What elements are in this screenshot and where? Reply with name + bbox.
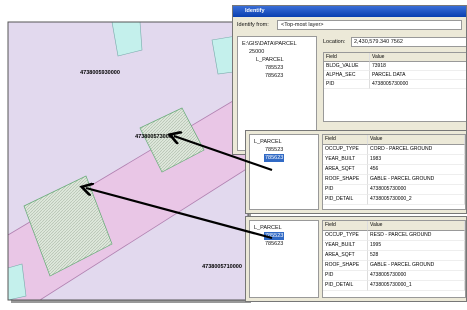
value-cell: 4738005730000 (368, 271, 465, 281)
value-cell: 4738005730000 (370, 80, 467, 89)
field-cell: BLDG_VALUE (324, 62, 370, 71)
field-cell: PID (323, 185, 368, 195)
field-cell: ALPHA_SEC (324, 71, 370, 80)
field-cell: PID_DETAIL (323, 195, 368, 205)
value-cell: GABLE - PARCEL GROUND (368, 261, 465, 271)
window-title: Identify (245, 8, 265, 14)
column-header: Value (370, 53, 467, 62)
location-box: 2,430,579.340 7562 (351, 37, 467, 47)
title-bar: Identify (233, 6, 467, 17)
value-cell: RESD - PARCEL GROUND (368, 231, 465, 241)
field-cell: ROOF_SHAPE (323, 175, 368, 185)
column-header: Field (324, 53, 370, 62)
field-cell: AREA_SQFT (323, 165, 368, 175)
value-cell: GABLE - PARCEL GROUND (368, 175, 465, 185)
value-cell: 4738005730000_2 (368, 195, 465, 205)
location-label: Location: (323, 38, 345, 46)
field-cell: YEAR_BUILT (323, 155, 368, 165)
value-cell: 456 (368, 165, 465, 175)
field-cell: PID_DETAIL (323, 281, 368, 291)
identify-from-label: Identify from: (237, 21, 269, 29)
value-cell: 73918 (370, 62, 467, 71)
field-cell: YEAR_BUILT (323, 241, 368, 251)
tree-node[interactable]: 785623 (264, 154, 284, 162)
map-label: 4738005730000 (135, 134, 175, 140)
column-header: Field (323, 135, 368, 145)
field-cell: AREA_SQFT (323, 251, 368, 261)
tree-node[interactable]: 25000 (248, 48, 265, 56)
field-cell: PID (324, 80, 370, 89)
map-label: 4738005710000 (202, 264, 242, 270)
value-cell: 4738005730000_1 (368, 281, 465, 291)
column-header: Value (368, 221, 465, 231)
tree-node[interactable]: L_PARCEL (255, 56, 285, 64)
value-cell: CORD - PARCEL GROUND (368, 145, 465, 155)
value-cell: 4738005730000 (368, 185, 465, 195)
value-cell: 528 (368, 251, 465, 261)
tree-node[interactable]: L_PARCEL (253, 138, 283, 146)
tree-node[interactable]: 785623 (264, 72, 284, 80)
tree-node[interactable]: L_PARCEL (253, 224, 283, 232)
value-cell: PARCEL DATA (370, 71, 467, 80)
tree-node[interactable]: 785523 (264, 232, 284, 240)
tree-node[interactable]: 785623 (264, 240, 284, 248)
column-header: Value (368, 135, 465, 145)
layer-dropdown[interactable]: <Top-most layer> (277, 20, 462, 30)
dropdown-value: <Top-most layer> (281, 22, 324, 28)
value-cell: 1983 (368, 155, 465, 165)
location-value: 2,430,579.340 7562 (354, 39, 403, 45)
field-cell: PID (323, 271, 368, 281)
field-cell: OCCUP_TYPE (323, 231, 368, 241)
field-cell: ROOF_SHAPE (323, 261, 368, 271)
map-label: 4738005930000 (80, 70, 120, 76)
tree-node[interactable]: 785523 (264, 146, 284, 154)
page: 4738005930000 4738005730000 473800571000… (0, 0, 467, 310)
column-header: Field (323, 221, 368, 231)
tree-node[interactable]: E:\GIS\DATA\PARCEL (241, 40, 298, 48)
field-cell: OCCUP_TYPE (323, 145, 368, 155)
tree-node[interactable]: 785523 (264, 64, 284, 72)
value-cell: 1995 (368, 241, 465, 251)
